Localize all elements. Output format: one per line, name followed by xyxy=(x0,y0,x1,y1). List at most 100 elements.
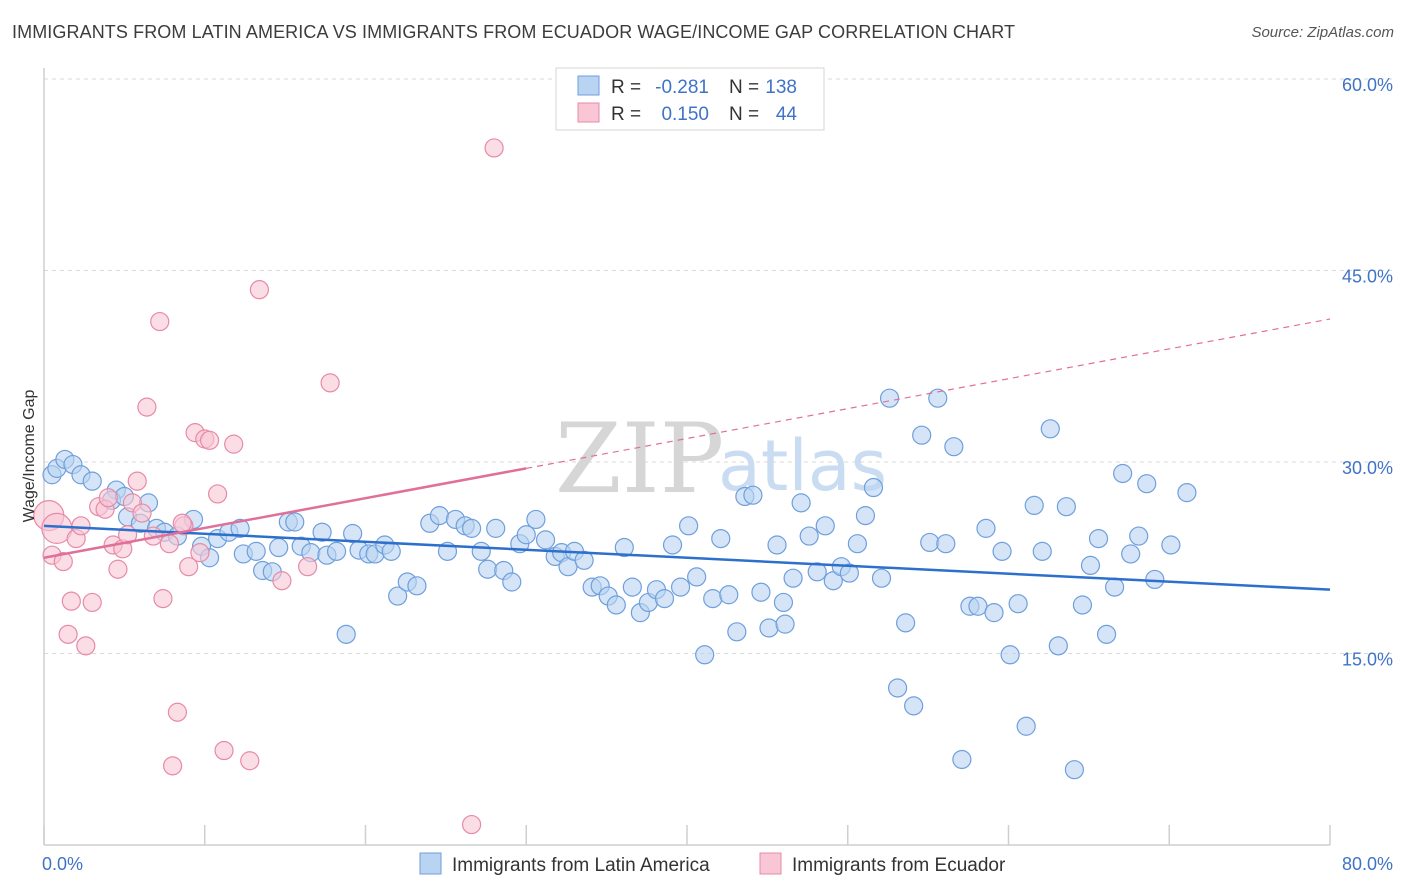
y-tick-label: 60.0% xyxy=(1342,75,1393,95)
data-point-latin-america xyxy=(1048,636,1068,656)
data-point-latin-america xyxy=(727,622,747,642)
data-point-latin-america xyxy=(461,518,482,538)
legend-frame xyxy=(555,67,825,131)
legend-swatch-pink xyxy=(577,102,600,123)
data-point-latin-america xyxy=(82,471,102,491)
y-axis-label: Wage/Income Gap xyxy=(21,390,38,523)
data-point-latin-america xyxy=(502,572,522,592)
legend-n-value-blue: 138 xyxy=(765,77,797,98)
legend: R = -0.281 N = 138 R = 0.150 N = 44 xyxy=(555,67,825,131)
data-point-latin-america xyxy=(526,509,546,530)
data-point-latin-america xyxy=(719,585,739,605)
data-point-latin-america xyxy=(606,595,626,615)
data-point-latin-america xyxy=(1137,474,1157,494)
data-point-latin-america xyxy=(614,537,634,558)
data-point-ecuador xyxy=(484,138,504,158)
data-point-latin-america xyxy=(896,613,916,633)
data-point-latin-america xyxy=(695,645,715,665)
data-point-latin-america xyxy=(574,550,594,570)
data-point-latin-america xyxy=(936,534,956,554)
data-point-latin-america xyxy=(871,568,892,588)
legend-r-value-blue: -0.281 xyxy=(655,77,709,98)
data-point-ecuador xyxy=(224,434,244,454)
data-point-latin-america xyxy=(1056,497,1076,517)
x-tick-label-max: 80.0% xyxy=(1342,854,1393,874)
data-point-ecuador xyxy=(137,397,157,417)
data-point-latin-america xyxy=(879,388,900,408)
chart-title: IMMIGRANTS FROM LATIN AMERICA VS IMMIGRA… xyxy=(12,22,1016,42)
data-point-latin-america xyxy=(516,525,536,545)
data-point-ecuador xyxy=(320,373,340,393)
data-point-latin-america xyxy=(807,562,827,582)
data-point-ecuador xyxy=(167,702,188,722)
data-point-latin-america xyxy=(1032,541,1052,561)
x-ticks xyxy=(43,825,1331,845)
data-point-latin-america xyxy=(535,530,556,550)
data-point-latin-america xyxy=(343,523,363,544)
data-point-latin-america xyxy=(246,541,266,561)
data-point-ecuador xyxy=(199,430,220,450)
data-point-latin-america xyxy=(1113,463,1133,484)
data-point-ecuador xyxy=(298,557,318,577)
data-point-latin-america xyxy=(388,586,408,606)
data-point-latin-america xyxy=(407,576,427,596)
data-point-latin-america xyxy=(687,567,707,587)
data-point-latin-america xyxy=(773,592,794,613)
legend-n-value-pink: 44 xyxy=(776,104,798,125)
data-point-ecuador xyxy=(76,636,96,656)
data-point-ecuador xyxy=(108,559,128,579)
data-point-latin-america xyxy=(992,541,1012,561)
watermark: ZIP atlas xyxy=(555,403,887,515)
data-point-latin-america xyxy=(1040,419,1060,439)
data-point-latin-america xyxy=(952,749,972,770)
data-point-ecuador xyxy=(58,624,78,644)
data-point-ecuador xyxy=(190,543,210,563)
series-ecuador-points xyxy=(33,138,504,835)
source-label: Source: ZipAtlas.com xyxy=(1251,24,1394,41)
legend-r-value-pink: 0.150 xyxy=(661,104,709,125)
data-point-latin-america xyxy=(976,518,996,538)
y-tick-label: 30.0% xyxy=(1342,458,1393,478)
data-point-ecuador xyxy=(214,740,234,761)
data-point-latin-america xyxy=(711,528,731,549)
data-point-latin-america xyxy=(783,568,803,588)
data-point-latin-america xyxy=(381,541,401,561)
y-tick-labels: 15.0% 30.0% 45.0% 60.0% xyxy=(1342,75,1393,670)
data-point-latin-america xyxy=(855,506,876,526)
bottom-legend: Immigrants from Latin America Immigrants… xyxy=(419,852,1006,876)
legend-n-label-blue: N = xyxy=(729,77,759,98)
bottom-legend-label-blue: Immigrants from Latin America xyxy=(452,855,710,876)
data-point-latin-america xyxy=(1177,483,1197,503)
data-point-latin-america xyxy=(751,582,771,602)
data-point-latin-america xyxy=(1161,535,1181,555)
data-point-latin-america xyxy=(486,518,506,538)
data-point-latin-america xyxy=(1096,624,1117,644)
data-point-ecuador xyxy=(53,551,73,572)
data-point-latin-america xyxy=(1008,594,1028,614)
data-point-ecuador xyxy=(208,484,228,504)
data-point-ecuador xyxy=(61,591,81,611)
trend-line-latin-america xyxy=(43,524,1331,591)
bottom-legend-swatch-blue xyxy=(419,852,442,875)
data-point-latin-america xyxy=(968,596,988,616)
data-point-latin-america xyxy=(759,618,779,638)
data-point-latin-america xyxy=(984,603,1004,623)
data-point-ecuador xyxy=(153,589,173,609)
data-point-latin-america xyxy=(1000,645,1020,665)
data-point-latin-america xyxy=(654,589,675,609)
data-point-ecuador xyxy=(240,751,260,771)
data-point-latin-america xyxy=(775,614,795,634)
data-point-latin-america xyxy=(928,388,948,408)
data-point-latin-america xyxy=(1064,760,1085,780)
data-point-ecuador xyxy=(172,513,192,533)
data-point-ecuador xyxy=(82,592,102,613)
data-point-ecuador xyxy=(150,311,170,332)
data-point-ecuador xyxy=(249,280,270,300)
data-point-latin-america xyxy=(1072,595,1093,615)
data-point-ecuador xyxy=(127,471,147,491)
trend-lines xyxy=(43,318,1331,591)
data-point-latin-america xyxy=(662,535,683,555)
data-point-latin-america xyxy=(920,532,940,553)
data-point-latin-america xyxy=(767,535,787,555)
